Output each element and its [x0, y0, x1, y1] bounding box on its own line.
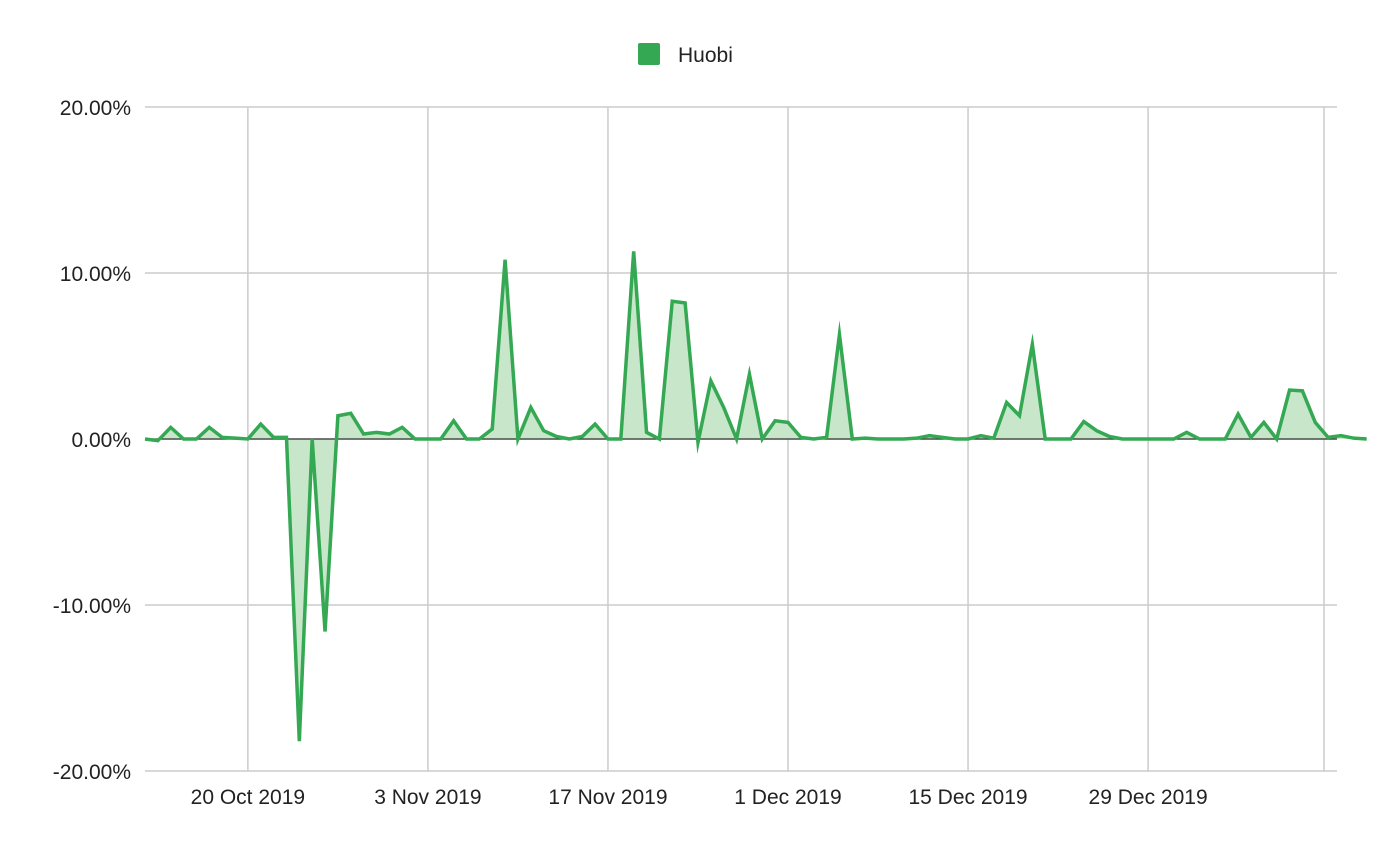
series-line-huobi: [144, 251, 1367, 742]
x-tick-label: 17 Nov 2019: [548, 786, 667, 809]
legend: Huobi: [638, 43, 733, 67]
y-tick-label: 10.00%: [60, 263, 131, 286]
x-tick-label: 15 Dec 2019: [908, 786, 1027, 809]
y-tick-label: -10.00%: [53, 595, 131, 618]
x-tick-label: 29 Dec 2019: [1089, 786, 1208, 809]
series-area-huobi: [145, 251, 1367, 742]
x-tick-label: 3 Nov 2019: [374, 786, 481, 809]
y-tick-label: -20.00%: [53, 761, 131, 784]
x-tick-label: 1 Dec 2019: [734, 786, 841, 809]
y-tick-label: 20.00%: [60, 97, 131, 120]
x-axis-labels: 20 Oct 2019 3 Nov 2019 17 Nov 2019 1 Dec 20…: [191, 786, 1208, 809]
y-axis-labels: 20.00% 10.00% 0.00% -10.00% -20.00%: [53, 97, 131, 784]
series-area-layer: [145, 251, 1367, 742]
y-tick-label: 0.00%: [71, 429, 131, 452]
series-line-layer: [144, 251, 1367, 742]
x-tick-label: 20 Oct 2019: [191, 786, 305, 809]
legend-label-huobi: Huobi: [678, 44, 733, 67]
legend-swatch-huobi: [638, 43, 660, 65]
